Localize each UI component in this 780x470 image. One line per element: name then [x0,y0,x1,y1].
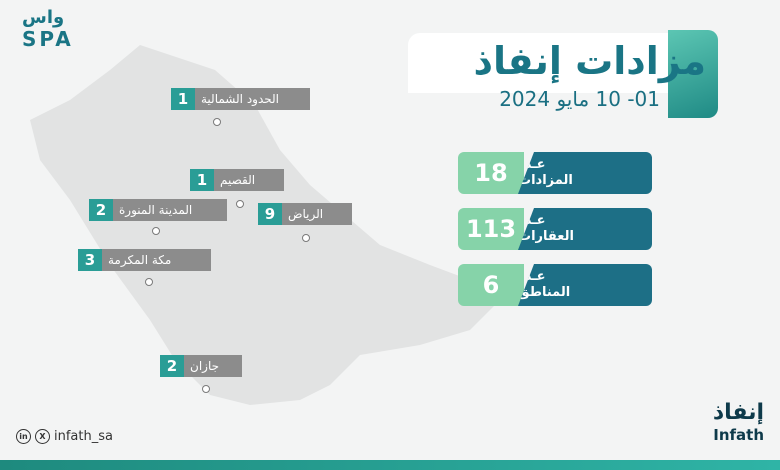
infath-logo-english: Infath [713,426,764,444]
stat-label: عـدد المناطق [518,264,652,306]
date-range: 01- 10 مايو 2024 [499,87,660,111]
spa-logo-word: SPA [22,27,74,51]
map-pin [145,278,153,286]
infath-logo-arabic: إنفاذ [712,400,764,425]
region-count: 9 [258,203,282,225]
map-shape [30,45,500,405]
region-northern-borders: 1 الحدود الشمالية [171,88,310,110]
region-count: 3 [78,249,102,271]
stat-value: 6 [458,264,524,306]
spa-logo: واس SPA [22,8,94,64]
region-name: الرياض [282,203,352,225]
page-title: مزادات إنفاذ [473,39,706,83]
map-pin [302,234,310,242]
region-count: 1 [190,169,214,191]
region-count: 2 [89,199,113,221]
map-pin [213,118,221,126]
spa-logo-mark: واس [22,7,65,28]
stat-label-bottom: المزادات [518,173,573,188]
map-pin [236,200,244,208]
stat-label: عـدد المزادات [518,152,652,194]
social-handles: in X infath_sa [16,427,113,445]
x-icon[interactable]: X [35,428,50,444]
stat-label: عـدد العقارات [518,208,652,250]
map-pin [152,227,160,235]
region-name: الحدود الشمالية [195,88,310,110]
infath-logo: إنفاذ Infath [700,400,764,450]
map-pin [202,385,210,393]
region-count: 2 [160,355,184,377]
title-accent [668,30,718,118]
region-madinah: 2 المدينة المنورة [89,199,227,221]
region-riyadh: 9 الرياض [258,203,352,225]
region-name: القصيم [214,169,284,191]
stat-auctions: 18 عـدد المزادات [458,152,652,194]
linkedin-icon[interactable]: in [16,428,31,444]
bottom-accent-bar [0,460,780,470]
stat-regions: 6 عـدد المناطق [458,264,652,306]
stat-label-bottom: المناطق [518,285,571,300]
region-qassim: 1 القصيم [190,169,284,191]
stat-value: 18 [458,152,524,194]
region-name: جازان [184,355,242,377]
region-name: مكة المكرمة [102,249,211,271]
region-count: 1 [171,88,195,110]
region-jazan: 2 جازان [160,355,242,377]
social-handle[interactable]: infath_sa [54,428,113,444]
region-name: المدينة المنورة [113,199,227,221]
region-makkah: 3 مكة المكرمة [78,249,211,271]
title-panel [408,33,710,93]
stat-value: 113 [458,208,524,250]
stat-label-bottom: العقارات [518,229,574,244]
stat-properties: 113 عـدد العقارات [458,208,652,250]
